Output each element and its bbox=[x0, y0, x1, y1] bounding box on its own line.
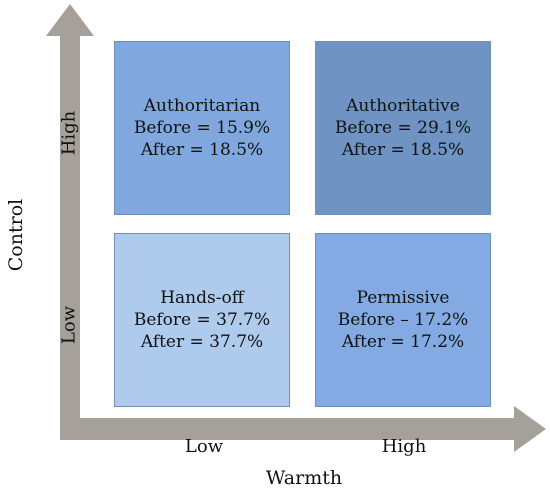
x-tick-low: Low bbox=[184, 436, 224, 457]
quadrant-permissive: Permissive Before – 17.2% After = 17.2% bbox=[315, 233, 491, 407]
x-tick-high: High bbox=[381, 436, 427, 457]
quadrant-after: After = 18.5% bbox=[140, 140, 264, 160]
y-tick-low: Low bbox=[58, 305, 80, 345]
x-axis-label: Warmth bbox=[265, 467, 343, 489]
quadrant-authoritative: Authoritative Before = 29.1% After = 18.… bbox=[315, 41, 491, 215]
quadrant-before: Before = 29.1% bbox=[334, 118, 472, 138]
quadrant-after: After = 37.7% bbox=[140, 332, 264, 352]
quadrant-title: Hands-off bbox=[160, 288, 244, 308]
y-tick-high: High bbox=[58, 110, 80, 156]
x-axis-arrow bbox=[60, 406, 546, 452]
quadrant-before: Before = 15.9% bbox=[133, 118, 271, 138]
quadrant-title: Authoritative bbox=[346, 96, 460, 116]
quadrant-hands-off: Hands-off Before = 37.7% After = 37.7% bbox=[114, 233, 290, 407]
quadrant-after: After = 17.2% bbox=[341, 332, 465, 352]
quadrant-after: After = 18.5% bbox=[341, 140, 465, 160]
quadrant-authoritarian: Authoritarian Before = 15.9% After = 18.… bbox=[114, 41, 290, 215]
quadrant-before: Before – 17.2% bbox=[337, 310, 469, 330]
y-axis-arrow bbox=[46, 4, 94, 418]
quadrant-title: Permissive bbox=[356, 288, 450, 308]
quadrant-title: Authoritarian bbox=[143, 96, 261, 116]
y-axis-label: Control bbox=[5, 198, 27, 272]
quadrant-before: Before = 37.7% bbox=[133, 310, 271, 330]
